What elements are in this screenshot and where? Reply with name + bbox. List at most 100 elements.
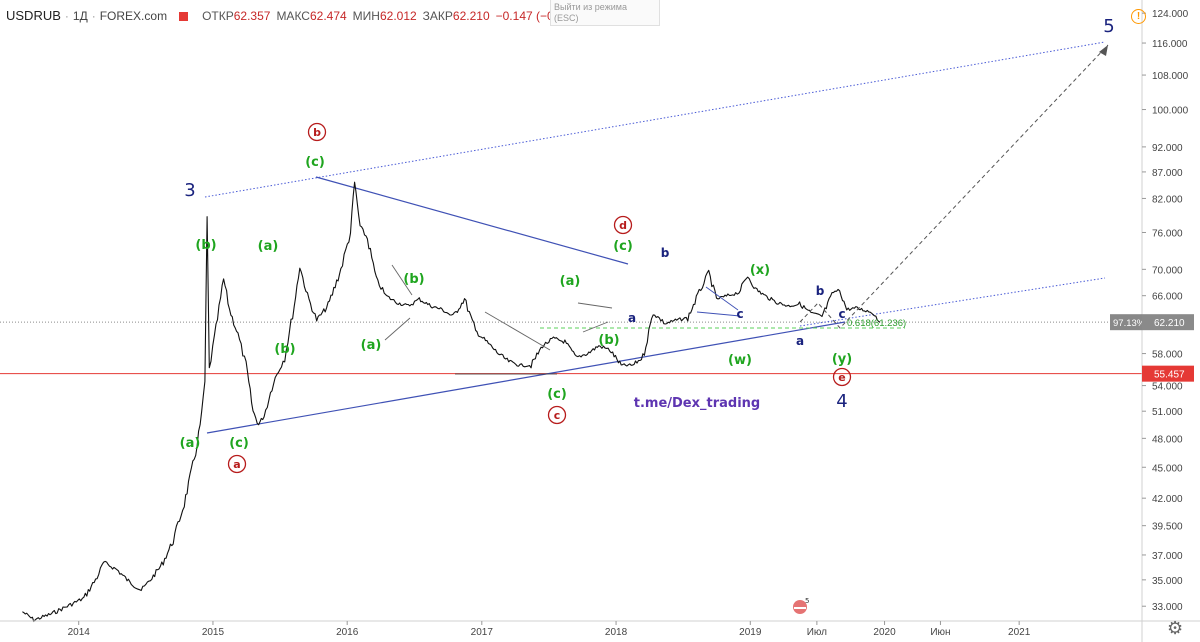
y-tick-label: 39.500: [1152, 522, 1183, 533]
watermark-text: t.me/Dex_trading: [634, 396, 760, 411]
wave-label-green: (x): [750, 263, 770, 278]
wave-label-circle-ring: [832, 367, 852, 387]
interval[interactable]: 1Д: [72, 9, 88, 23]
projection-path: [799, 44, 1109, 329]
y-tick-label: 58.000: [1152, 350, 1183, 361]
high-label: МАКС: [276, 9, 310, 23]
wave-label-circle-ring: [307, 122, 327, 142]
wave-label-circle-text: b: [313, 126, 321, 139]
time-axis[interactable]: 2014 2015 2016 2017 2018 2019 Июл 2020 Июн 2021: [0, 620, 1200, 638]
data-source: FOREX.com: [99, 9, 168, 23]
wave-label-green: (b): [195, 238, 216, 253]
x-tick-label: 2018: [605, 627, 628, 638]
last-price-tag: 62.210: [1154, 318, 1185, 329]
wave-label-circle-text: c: [554, 409, 561, 422]
tradingview-logo-icon[interactable]: 5: [790, 597, 812, 615]
y-tick-label: 82.000: [1152, 194, 1183, 205]
channel-lower-line: [799, 277, 1106, 327]
symbol-name[interactable]: USDRUB: [6, 8, 61, 23]
wave-label-green: (a): [180, 436, 201, 451]
fib-label: 0.618(61.236): [847, 318, 906, 329]
wave-label-circle-ring: [547, 405, 567, 425]
overlay-lines: 0.618(61.236): [384, 44, 1109, 351]
wave-label-major: 5: [1103, 16, 1114, 37]
y-tick-label: 116.000: [1152, 39, 1188, 50]
exclamation-circle-icon[interactable]: !: [1131, 9, 1146, 24]
wave-label-green: (c): [547, 387, 567, 402]
wave-sub-line: [582, 321, 609, 333]
y-tick-label: 100.000: [1152, 106, 1189, 117]
open-value: 62.357: [233, 9, 271, 23]
open-label: ОТКР: [202, 9, 234, 23]
wave-label-green: (c): [613, 239, 633, 254]
wave-label-minor: b: [661, 246, 670, 260]
svg-text:5: 5: [805, 597, 809, 605]
wave-label-green: (a): [258, 239, 279, 254]
y-tick-label: 76.000: [1152, 228, 1183, 239]
y-tick-label: 33.000: [1152, 602, 1183, 613]
low-label: МИН: [352, 9, 380, 23]
x-tick-label: 2014: [68, 627, 91, 638]
wave-label-minor: a: [796, 334, 804, 348]
wave-label-circle: b: [307, 122, 327, 142]
wave-label-minor: b: [816, 284, 825, 298]
x-tick-label: 2021: [1008, 627, 1031, 638]
wave-sub-line: [696, 311, 741, 317]
y-tick-label: 42.000: [1152, 494, 1183, 505]
price-series-line: [22, 181, 881, 623]
wave-label-circle: c: [547, 405, 567, 425]
wave-sub-line: [705, 286, 739, 311]
wave-label-green: (b): [598, 333, 619, 348]
y-tick-label: 51.000: [1152, 407, 1183, 418]
y-tick-label: 35.000: [1152, 576, 1183, 587]
triangle-lower-line: [206, 321, 846, 434]
y-tick-label: 70.000: [1152, 265, 1183, 276]
wave-label-green: (c): [229, 436, 249, 451]
wave-labels: 3 (b) (a) (c) a (a) (b) (c) b (b) (a) (c) c (a) (b) (c)…: [180, 16, 1115, 474]
x-tick-label: Июл: [807, 627, 827, 638]
wave-label-major: 3: [184, 180, 195, 201]
y-tick-label: 45.000: [1152, 463, 1183, 474]
wave-label-minor: c: [838, 307, 845, 321]
price-axis[interactable]: 124.000 116.000 108.000 100.000 92.000 87.000…: [1110, 0, 1194, 642]
wave-label-green: (y): [832, 352, 852, 367]
wave-sub-line: [577, 302, 613, 309]
projection-arrowhead: [1099, 45, 1108, 56]
wave-label-green: (b): [274, 342, 295, 357]
x-tick-label: 2016: [336, 627, 359, 638]
y-tick-label: 108.000: [1152, 71, 1189, 82]
channel-upper-line: [204, 41, 1106, 198]
last-price-tag-bg: [1142, 314, 1194, 331]
x-tick-label: 2020: [873, 627, 896, 638]
symbol-header: USDRUB · 1Д · FOREX.com ОТКР62.357 МАКС62.474 М…: [6, 8, 586, 23]
wave-label-minor: a: [628, 311, 636, 325]
market-status-icon: [179, 12, 189, 21]
wave-label-green: (a): [361, 338, 382, 353]
trend-lines: [0, 41, 1142, 434]
wave-sub-line: [484, 311, 551, 351]
wave-sub-line: [391, 264, 413, 296]
y-tick-label: 37.000: [1152, 551, 1183, 562]
last-price-percent: 97.13%: [1113, 318, 1146, 329]
y-tick-label: 48.000: [1152, 434, 1183, 445]
wave-label-green: (a): [560, 274, 581, 289]
wave-sub-line: [384, 317, 411, 341]
low-value: 62.012: [379, 9, 417, 23]
exit-fullscreen-button[interactable]: Выйти из режима (ESC): [550, 0, 660, 26]
support-tag: 55.457: [1154, 370, 1185, 381]
y-tick-label: 54.000: [1152, 382, 1183, 393]
y-tick-label: 66.000: [1152, 292, 1183, 303]
gear-icon[interactable]: ⚙: [1167, 618, 1184, 638]
wave-label-green: (b): [403, 272, 424, 287]
x-tick-label: 2015: [202, 627, 225, 638]
wave-label-circle-text: e: [838, 371, 845, 384]
x-tick-label: Июн: [930, 627, 950, 638]
wave-label-circle-text: a: [233, 458, 240, 471]
close-label: ЗАКР: [422, 9, 453, 23]
x-tick-label: 2017: [471, 627, 494, 638]
wave-label-green: (c): [305, 155, 325, 170]
exit-mode-label: Выйти из режима: [554, 2, 627, 12]
close-value: 62.210: [452, 9, 490, 23]
last-price-percent-bg: [1110, 314, 1142, 331]
